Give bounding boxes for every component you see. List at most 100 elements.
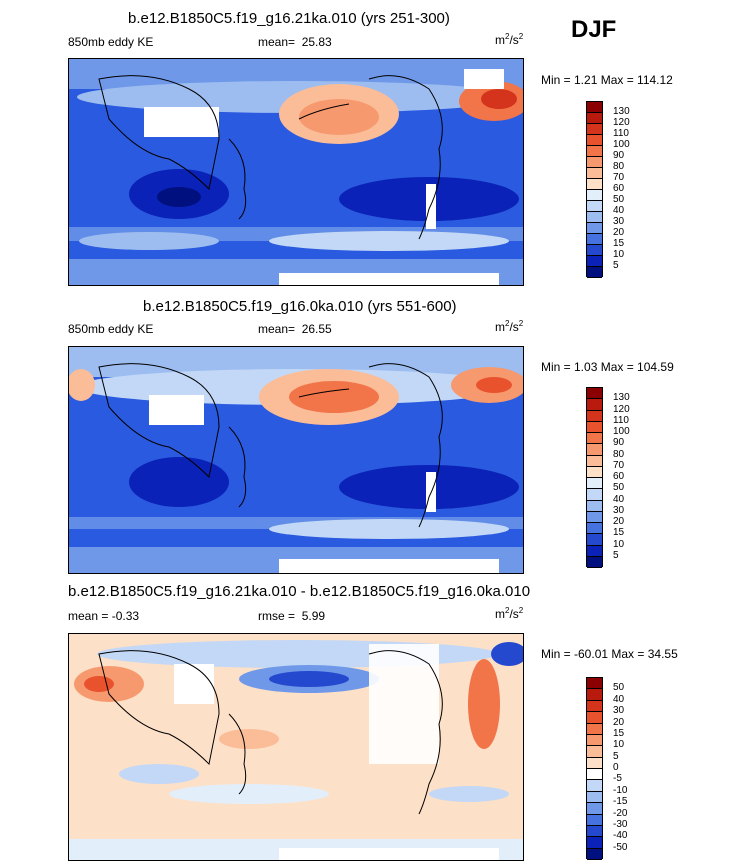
panel3-colorbar-label: -5 — [613, 773, 622, 785]
panel2-colorbar-swatch — [587, 433, 602, 445]
panel3-colorbar-label: -15 — [613, 796, 628, 808]
panel2-colorbar-label: 15 — [613, 527, 625, 539]
panel1-colorbar-label: 130 — [613, 106, 630, 117]
panel1-colorbar-swatch — [587, 212, 602, 223]
panel2-colorbar-swatch — [587, 523, 602, 535]
panel2-colorbar-label: 90 — [613, 437, 625, 449]
panel2-colorbar-swatch — [587, 421, 602, 433]
panel1-colorbar-label: 30 — [613, 216, 625, 227]
panel1-colorbar-label: 20 — [613, 227, 625, 238]
panel3-colorbar-label: 10 — [613, 739, 625, 751]
panel3-rmse-label: rmse = — [258, 609, 296, 623]
units-base: m — [495, 607, 505, 621]
panel3-colorbar-label: -10 — [613, 784, 628, 796]
panel1-colorbar-label: 40 — [613, 205, 625, 216]
panel3-colorbar-swatch — [587, 712, 602, 724]
panel1-colorbar-swatch — [587, 190, 602, 201]
panel2-colorbar — [586, 387, 603, 568]
panel3-colorbar-label: -20 — [613, 807, 628, 819]
panel1-field-label: 850mb eddy KE — [68, 35, 154, 49]
units-exp1: 2 — [505, 319, 510, 328]
panel2-colorbar-swatch — [587, 399, 602, 411]
panel1-colorbar-label: 120 — [613, 117, 630, 128]
panel2-map — [68, 346, 524, 574]
panel2-colorbar-label: 20 — [613, 516, 625, 527]
panel2-colorbar-label: 70 — [613, 459, 625, 471]
units-sep: /s — [509, 607, 519, 621]
panel3-colorbar-swatch — [587, 825, 602, 838]
panel3-minmax: Min = -60.01 Max = 34.55 — [541, 647, 678, 661]
panel3-colorbar-swatch — [587, 803, 602, 815]
units-exp2: 2 — [518, 32, 524, 41]
panel3-colorbar-swatch — [587, 769, 602, 781]
panel1-colorbar-swatch — [587, 256, 602, 267]
panel3-colorbar-label: 5 — [613, 750, 619, 762]
units-exp1: 2 — [505, 606, 510, 615]
panel1-colorbar-label: 15 — [613, 238, 625, 249]
panel3-colorbar-swatch — [587, 689, 602, 701]
panel2-colorbar-swatch — [587, 489, 602, 501]
panel2-colorbar-swatch — [587, 388, 602, 400]
panel2-colorbar-swatch — [587, 556, 602, 568]
panel1-mean: mean= 25.83 — [258, 35, 332, 49]
panel2-colorbar-label: 130 — [613, 392, 630, 404]
panel2-colorbar-label: 60 — [613, 471, 625, 482]
panel2-colorbar-swatch — [587, 534, 602, 546]
panel2-mean: mean= 26.55 — [258, 322, 332, 336]
panel2-colorbar-swatch — [587, 500, 602, 512]
panel3-rmse-value: 5.99 — [301, 609, 326, 623]
panel1-mean-label: mean= — [258, 35, 296, 49]
panel3-units: m2/s2 — [495, 606, 523, 622]
panel1-colorbar-swatch — [587, 201, 602, 212]
panel1-colorbar-label: 50 — [613, 194, 625, 205]
panel1-colorbar-swatch — [587, 267, 602, 278]
panel2-colorbar-swatch — [587, 455, 602, 467]
panel1-title: b.e12.B1850C5.f19_g16.21ka.010 (yrs 251-… — [128, 10, 450, 27]
panel3-colorbar-label: 20 — [613, 716, 625, 728]
panel1-colorbar-label: 70 — [613, 172, 625, 183]
panel3-mean: mean = -0.33 — [68, 609, 140, 623]
panel3-colorbar-swatch — [587, 757, 602, 769]
panel3-colorbar-swatch — [587, 734, 602, 747]
panel3-title: b.e12.B1850C5.f19_g16.21ka.010 - b.e12.B… — [68, 583, 531, 600]
panel2-minmax: Min = 1.03 Max = 104.59 — [541, 360, 674, 374]
panel3-rmse: rmse = 5.99 — [258, 609, 325, 623]
panel3-colorbar-swatch — [587, 848, 602, 860]
panel1-colorbar-label: 100 — [613, 139, 630, 150]
panel3-colorbar-label: -50 — [613, 841, 628, 853]
panel2-colorbar-label: 30 — [613, 504, 625, 516]
panel2-colorbar-label: 40 — [613, 493, 625, 505]
panel3-colorbar-label: -30 — [613, 818, 628, 830]
panel1-colorbar-swatch — [587, 245, 602, 256]
panel2-colorbar-swatch — [587, 545, 602, 557]
panel3-colorbar-swatch — [587, 780, 602, 792]
panel2-units: m2/s2 — [495, 319, 524, 335]
panel1-colorbar-swatch — [587, 168, 602, 179]
panel2-colorbar-label: 120 — [613, 403, 630, 415]
panel1-colorbar-swatch — [587, 135, 602, 146]
panel2-colorbar-label: 50 — [613, 482, 625, 494]
panel3-colorbar-swatch — [587, 814, 602, 826]
panel2-mean-value: 26.55 — [301, 322, 332, 336]
panel3-colorbar-label: 30 — [613, 705, 625, 717]
panel3-colorbar-swatch — [587, 700, 602, 713]
panel3-map — [68, 633, 524, 861]
units-exp2: 2 — [518, 319, 524, 328]
panel3-colorbar-label: -40 — [613, 830, 628, 842]
units-exp1: 2 — [505, 32, 510, 41]
panel3-colorbar-label: 40 — [613, 693, 625, 705]
panel3-colorbar-swatch — [587, 791, 602, 804]
panel1-mean-value: 25.83 — [301, 35, 332, 49]
panel1-colorbar-swatch — [587, 102, 602, 113]
panel1-colorbar-label: 5 — [613, 260, 619, 271]
panel1-colorbar-swatch — [587, 179, 602, 190]
panel3-colorbar-label: 15 — [613, 727, 625, 739]
panel2-field-label: 850mb eddy KE — [68, 322, 154, 336]
units-sep: /s — [509, 33, 519, 47]
panel3-colorbar-swatch — [587, 723, 602, 735]
panel1-colorbar-swatch — [587, 146, 602, 157]
panel1-colorbar-swatch — [587, 223, 602, 234]
panel3-colorbar-label: 50 — [613, 682, 625, 694]
panel1-colorbar-swatch — [587, 113, 602, 124]
panel3-colorbar-label: 0 — [613, 762, 619, 773]
